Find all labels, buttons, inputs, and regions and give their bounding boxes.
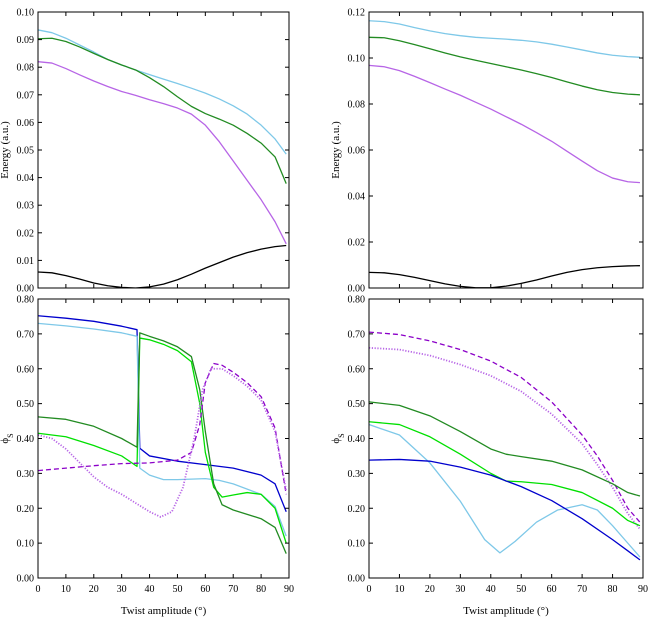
- series-line-purple-dashed: [369, 331, 641, 523]
- y-tick-label: 0.50: [348, 399, 366, 410]
- series-line-blue: [369, 458, 641, 561]
- panel-top-right: 0.00 0.02 0.04 0.06 0.08 0.10 0.12 Energy (a.u.…: [330, 8, 644, 295]
- series-line-skyblue: [369, 20, 640, 58]
- x-tick-label: 0: [36, 584, 41, 595]
- y-tick-label: 0.00: [17, 574, 35, 585]
- y-tick-label: 0.08: [17, 63, 35, 74]
- y-axis-label-sub: S: [337, 433, 346, 437]
- y-axis-label: ϕS: [0, 433, 15, 443]
- x-tick-label: 90: [284, 584, 294, 595]
- series-line-darkgreen: [369, 401, 641, 497]
- y-tick-label: 0.00: [17, 284, 35, 295]
- series-line-darkgreen: [369, 36, 640, 96]
- x-tick-label: 80: [256, 584, 266, 595]
- y-axis-label: ϕS: [330, 433, 346, 443]
- y-tick-label: 0.00: [348, 284, 366, 295]
- series-group: [38, 29, 287, 288]
- series-line-green: [369, 421, 641, 527]
- plot-frame: [368, 298, 644, 579]
- x-axis-label: Twist amplitude (°): [121, 605, 207, 617]
- series-line-black: [369, 265, 640, 288]
- y-tick-label: 0.20: [17, 504, 35, 515]
- series-line-violet: [38, 61, 287, 245]
- series-line-darkgreen: [38, 332, 287, 554]
- x-tick-label: 90: [638, 584, 648, 595]
- y-tick-label: 0.30: [17, 469, 35, 480]
- y-axis-label: Energy (a.u.): [330, 121, 342, 179]
- x-tick-label: 70: [577, 584, 587, 595]
- x-tick-label: 20: [425, 584, 435, 595]
- series-group: [369, 20, 641, 288]
- x-axis-label: Twist amplitude (°): [463, 605, 549, 617]
- y-tick-label: 0.03: [17, 201, 35, 212]
- panel-bottom-right: 0.00 0.10 0.20 0.30 0.40 0.50 0.60 0.70 0.80 0 10 2…: [330, 295, 648, 618]
- series-line-violet-dotted: [369, 346, 641, 530]
- y-axis-label-sub: S: [6, 433, 15, 437]
- x-tick-label: 50: [516, 584, 526, 595]
- x-tick-label: 60: [547, 584, 557, 595]
- x-tick-label: 10: [394, 584, 404, 595]
- series-group: [369, 331, 641, 561]
- panel-top-left: 0.00 0.01 0.02 0.03 0.04 0.05 0.06 0.07 0.08 0.09…: [0, 8, 290, 295]
- y-tick-label: 0.07: [17, 90, 35, 101]
- x-tick-label: 70: [228, 584, 238, 595]
- x-tick-label: 80: [608, 584, 618, 595]
- y-tick-label: 0.05: [17, 146, 35, 157]
- series-line-black: [38, 244, 287, 288]
- x-tick-label: 20: [89, 584, 99, 595]
- series-line-skyblue: [369, 423, 641, 558]
- y-tick-label: 0.40: [348, 434, 366, 445]
- series-line-skyblue: [38, 322, 287, 537]
- series-line-violet-dotted: [38, 367, 288, 518]
- y-tick-label: 0.04: [17, 173, 35, 184]
- y-tick-label: 0.04: [348, 192, 366, 203]
- x-tick-label: 50: [172, 584, 182, 595]
- y-tick-label: 0.12: [348, 8, 366, 19]
- y-tick-label: 0.60: [348, 364, 366, 375]
- y-tick-label: 0.06: [17, 118, 35, 129]
- x-tick-label: 30: [455, 584, 465, 595]
- series-line-green: [38, 337, 287, 544]
- series-line-darkgreen: [38, 37, 287, 184]
- series-line-purple-dashed: [38, 362, 287, 495]
- y-tick-label: 0.09: [17, 35, 35, 46]
- y-tick-label: 0.80: [348, 295, 366, 306]
- x-tick-label: 40: [486, 584, 496, 595]
- y-tick-label: 0.20: [348, 504, 366, 515]
- y-tick-label: 0.70: [348, 329, 366, 340]
- x-tick-label: 40: [145, 584, 155, 595]
- series-line-blue: [38, 315, 287, 512]
- y-tick-label: 0.70: [17, 329, 35, 340]
- y-tick-label: 0.08: [348, 100, 366, 111]
- y-tick-label: 0.00: [348, 574, 366, 585]
- series-line-violet: [369, 64, 641, 184]
- y-axis-label: Energy (a.u.): [0, 121, 11, 179]
- y-tick-label: 0.02: [348, 238, 366, 249]
- y-tick-label: 0.30: [348, 469, 366, 480]
- x-tick-label: 60: [200, 584, 210, 595]
- y-tick-label: 0.10: [17, 8, 35, 19]
- x-tick-label: 30: [117, 584, 127, 595]
- y-tick-label: 0.10: [17, 539, 35, 550]
- y-tick-label: 0.80: [17, 295, 35, 306]
- y-tick-label: 0.10: [348, 54, 366, 65]
- panel-bottom-left: 0.00 0.10 0.20 0.30 0.40 0.50 0.60 0.70 0.80 0 10 2…: [0, 295, 294, 618]
- y-tick-label: 0.40: [17, 434, 35, 445]
- y-tick-label: 0.01: [17, 256, 35, 267]
- y-tick-label: 0.06: [348, 146, 366, 157]
- series-group: [38, 315, 288, 554]
- y-tick-label: 0.50: [17, 399, 35, 410]
- plot-frame: [37, 11, 290, 289]
- series-line-skyblue: [38, 29, 287, 155]
- y-tick-label: 0.02: [17, 228, 35, 239]
- x-tick-label: 0: [367, 584, 372, 595]
- y-tick-label: 0.10: [348, 539, 366, 550]
- x-tick-label: 10: [61, 584, 71, 595]
- y-tick-label: 0.60: [17, 364, 35, 375]
